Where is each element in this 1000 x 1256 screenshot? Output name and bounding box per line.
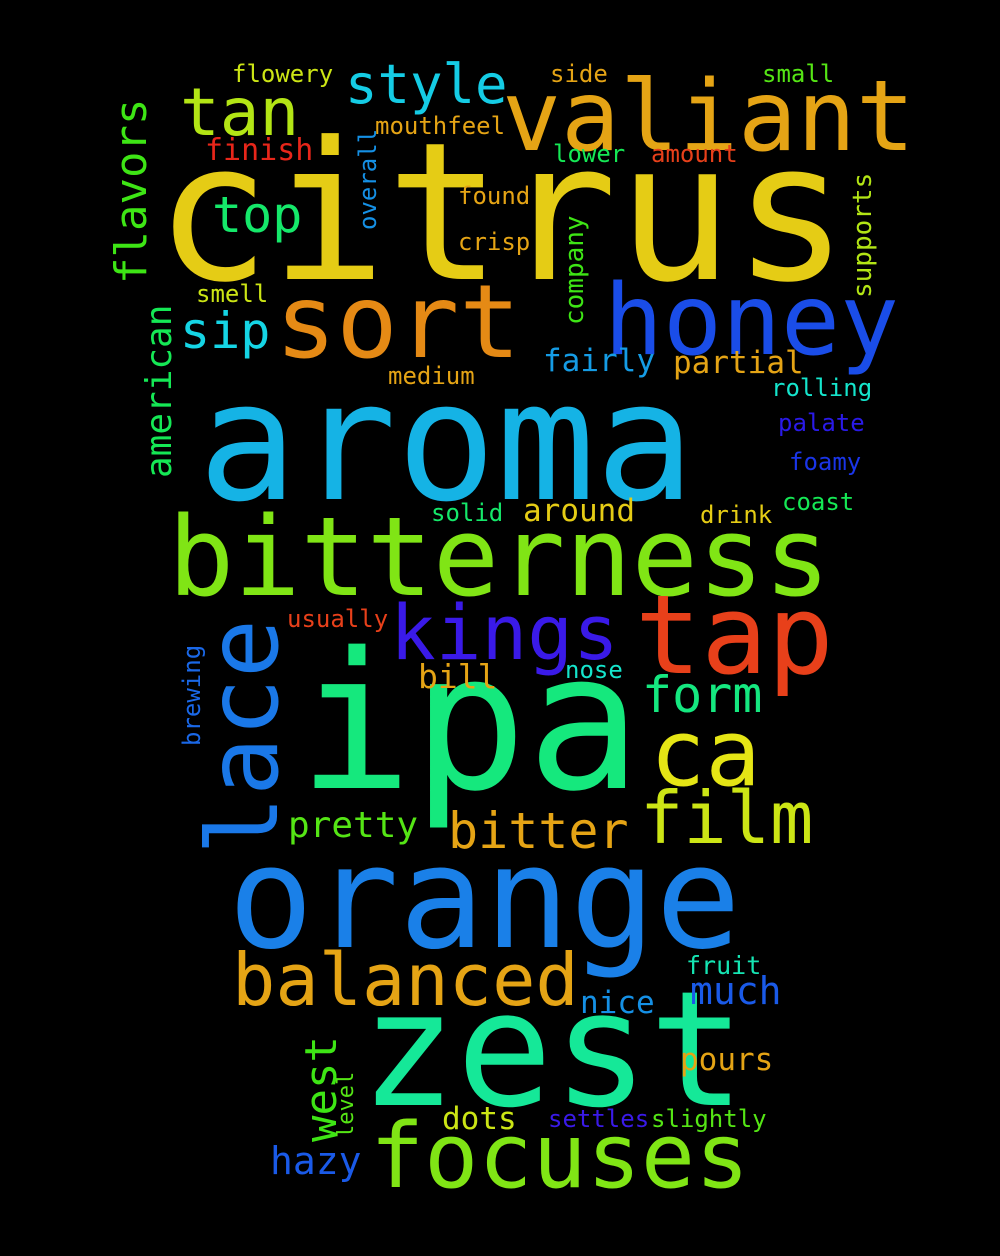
word-form: form (642, 666, 763, 724)
word-much: much (690, 969, 782, 1013)
word-american: american (139, 304, 180, 478)
word-valiant: valiant (502, 60, 916, 174)
word-pretty: pretty (288, 805, 419, 846)
word-zest: zest (360, 956, 746, 1143)
word-brewing: brewing (178, 644, 206, 746)
word-found: found (458, 182, 531, 210)
word-tap: tap (635, 571, 834, 699)
word-solid: solid (431, 499, 504, 527)
word-company: company (560, 215, 590, 325)
word-supports: supports (848, 172, 878, 298)
word-flavors: flavors (106, 98, 157, 284)
word-drink: drink (700, 501, 773, 529)
word-partial: partial (673, 345, 804, 381)
word-overall: overall (354, 128, 382, 230)
word-nose: nose (565, 656, 623, 684)
word-slightly: slightly (651, 1105, 767, 1133)
word-foamy: foamy (789, 448, 862, 476)
word-aroma: aroma (198, 346, 695, 538)
word-focuses: focuses (370, 1104, 750, 1209)
word-smell: smell (196, 280, 269, 308)
word-kings: kings (390, 588, 619, 677)
word-film: film (640, 776, 814, 860)
word-finish: finish (205, 133, 314, 168)
word-honey: honey (604, 264, 900, 378)
word-flowery: flowery (232, 60, 334, 88)
word-side: side (550, 60, 608, 88)
word-ipa: ipa (298, 612, 642, 833)
word-coast: coast (782, 488, 855, 516)
word-bill: bill (418, 657, 498, 696)
word-top: top (212, 186, 303, 244)
word-fruit: fruit (686, 951, 762, 980)
word-usually: usually (287, 605, 389, 633)
word-orange: orange (228, 816, 741, 981)
word-sort: sort (275, 263, 521, 382)
word-ca: ca (650, 700, 761, 807)
word-tan: tan (180, 74, 300, 151)
word-pours: pours (680, 1042, 774, 1078)
word-dots: dots (442, 1101, 517, 1137)
word-lace: lace (187, 618, 301, 855)
word-level: level (334, 1071, 359, 1138)
word-mouthfeel: mouthfeel (375, 112, 506, 140)
word-small: small (762, 60, 835, 88)
word-fairly: fairly (543, 343, 655, 379)
word-around: around (523, 493, 635, 529)
word-nice: nice (580, 985, 655, 1021)
word-settles: settles (548, 1105, 650, 1133)
word-hazy: hazy (270, 1139, 362, 1183)
word-bitterness: bitterness (168, 493, 831, 621)
word-rolling: rolling (771, 374, 873, 402)
word-amount: amount (651, 140, 738, 168)
word-crisp: crisp (458, 228, 531, 256)
word-sip: sip (180, 302, 271, 360)
word-bitter: bitter (448, 802, 629, 860)
word-citrus: citrus (155, 102, 849, 325)
word-style: style (345, 53, 508, 116)
word-medium: medium (388, 362, 475, 390)
word-balanced: balanced (232, 938, 579, 1022)
word-palate: palate (778, 409, 865, 437)
word-lower: lower (553, 140, 626, 168)
